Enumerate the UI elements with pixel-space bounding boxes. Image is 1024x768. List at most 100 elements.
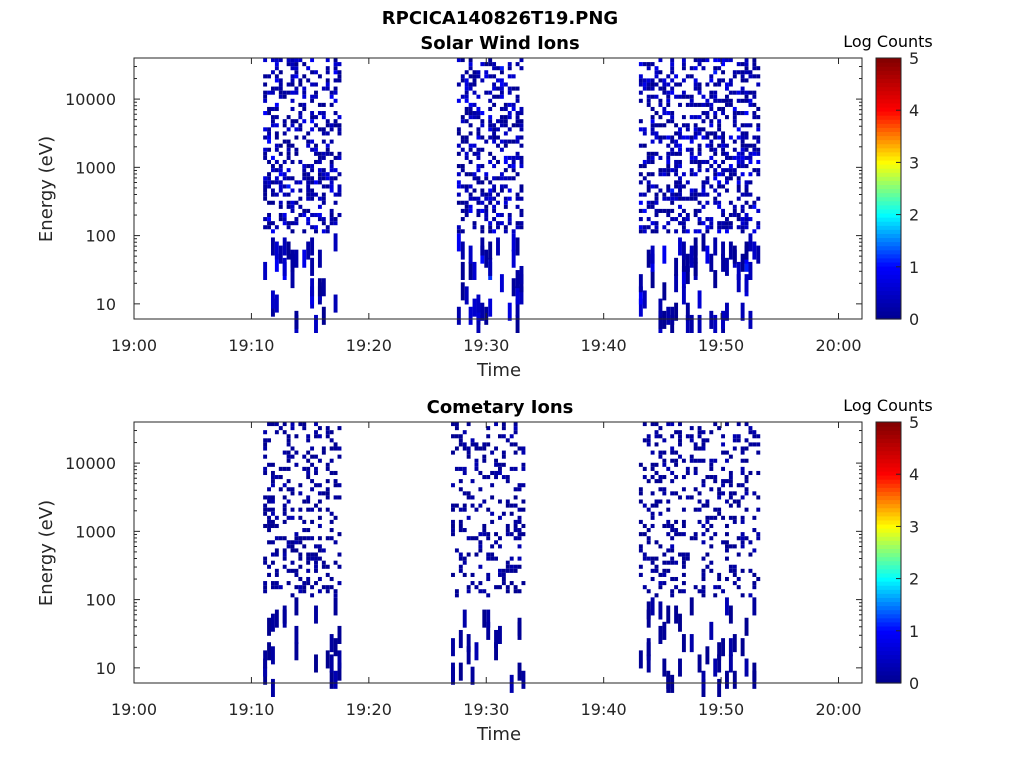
solar-wind-panel: Solar Wind Ions 19:00 19:10 19:20 19:30 19:4…	[36, 32, 933, 381]
spectrogram-cell	[725, 168, 729, 173]
spectrogram-cell	[267, 176, 271, 181]
spectrogram-cell	[681, 458, 686, 463]
spectrogram-cell	[650, 172, 655, 177]
spectrogram-cell	[693, 159, 698, 165]
spectrogram-cell	[314, 212, 318, 218]
spectrogram-cell	[451, 572, 455, 577]
spectrogram-cell	[490, 450, 495, 455]
spectrogram-cell	[689, 245, 694, 264]
spectrogram-cell	[666, 164, 671, 169]
spectrogram-cell	[278, 184, 283, 189]
colorbar-swatch	[876, 70, 901, 75]
spectrogram-cell	[486, 621, 491, 640]
colorbar-swatch	[876, 265, 901, 271]
spectrogram-cell	[752, 62, 757, 67]
spectrogram-cell	[317, 589, 322, 594]
spectrogram-cell	[478, 503, 483, 508]
spectrogram-cell	[697, 654, 702, 673]
spectrogram-cell	[744, 184, 749, 189]
spectrogram-cell	[717, 487, 722, 492]
spectrogram-cell	[654, 200, 659, 205]
spectrogram-cell	[302, 94, 307, 99]
spectrogram-cell	[472, 221, 477, 226]
spectrogram-cell	[306, 143, 311, 148]
spectrogram-cell	[474, 536, 479, 541]
spectrogram-cell	[290, 58, 295, 63]
spectrogram-cell	[678, 204, 682, 209]
spectrogram-cell	[278, 217, 283, 222]
y-tick-label: 100	[85, 227, 116, 246]
spectrogram-cell	[725, 143, 729, 148]
spectrogram-cell	[498, 568, 502, 573]
spectrogram-cell	[337, 625, 342, 644]
spectrogram-cell	[270, 115, 275, 120]
spectrogram-cell	[333, 221, 338, 226]
spectrogram-cell	[337, 495, 342, 500]
solar-wind-axes: 19:00 19:10 19:20 19:30 19:40 19:50 20:0010100…	[65, 57, 862, 355]
spectrogram-cell	[470, 495, 475, 500]
colorbar-swatch	[876, 678, 901, 684]
spectrogram-cell	[337, 115, 342, 120]
solar-wind-ylabel: Energy (eV)	[36, 136, 57, 242]
spectrogram-cell	[748, 593, 753, 598]
spectrogram-cell	[728, 638, 733, 657]
spectrogram-cell	[721, 139, 726, 144]
spectrogram-cell	[314, 225, 318, 230]
spectrogram-cell	[638, 225, 643, 230]
spectrogram-cell	[650, 576, 655, 582]
spectrogram-cell	[476, 168, 481, 173]
spectrogram-cell	[317, 536, 322, 541]
spectrogram-cell	[490, 495, 495, 500]
spectrogram-cell	[286, 139, 291, 144]
spectrogram-cell	[744, 147, 749, 152]
spectrogram-cell	[496, 200, 500, 205]
spectrogram-cell	[298, 58, 303, 63]
spectrogram-cell	[721, 225, 726, 230]
spectrogram-cell	[310, 593, 315, 598]
spectrogram-cell	[302, 249, 307, 268]
spectrogram-cell	[507, 164, 512, 169]
spectrogram-cell	[329, 164, 334, 169]
y-tick-label: 10000	[65, 454, 116, 473]
spectrogram-cell	[725, 556, 729, 561]
spectrogram-cell	[499, 123, 504, 128]
spectrogram-cell	[333, 66, 338, 71]
spectrogram-cell	[666, 155, 671, 160]
spectrogram-cell	[325, 123, 330, 128]
spectrogram-cell	[302, 212, 307, 218]
spectrogram-cell	[464, 139, 469, 144]
spectrogram-cell	[713, 98, 718, 103]
colorbar-swatch	[876, 638, 901, 643]
spectrogram-cell	[263, 507, 268, 512]
colorbar-swatch	[876, 274, 901, 279]
spectrogram-cell	[693, 208, 698, 213]
spectrogram-cell	[337, 426, 342, 431]
spectrogram-cell	[476, 155, 481, 160]
spectrogram-cell	[678, 143, 682, 148]
spectrogram-cell	[736, 274, 741, 293]
spectrogram-cell	[740, 638, 745, 657]
spectrogram-cell	[302, 172, 307, 177]
spectrogram-cell	[314, 180, 318, 185]
spectrogram-cell	[498, 515, 502, 520]
spectrogram-cell	[472, 188, 477, 193]
spectrogram-cell	[517, 589, 522, 594]
spectrogram-cell	[468, 208, 473, 213]
spectrogram-cell	[717, 426, 722, 431]
spectrogram-cell	[748, 143, 753, 148]
spectrogram-cell	[278, 151, 283, 156]
spectrogram-cell	[480, 164, 485, 169]
spectrogram-cell	[310, 176, 315, 181]
spectrogram-cell	[717, 221, 722, 226]
spectrogram-cell	[454, 593, 459, 598]
spectrogram-cell	[732, 634, 737, 653]
spectrogram-cell	[488, 196, 493, 201]
spectrogram-cell	[689, 98, 694, 103]
spectrogram-cell	[267, 642, 271, 661]
colorbar-swatch	[876, 261, 901, 267]
spectrogram-cell	[650, 560, 655, 565]
spectrogram-cell	[476, 131, 481, 136]
spectrogram-cell	[681, 560, 686, 565]
spectrogram-cell	[306, 556, 311, 561]
spectrogram-cell	[685, 470, 690, 476]
